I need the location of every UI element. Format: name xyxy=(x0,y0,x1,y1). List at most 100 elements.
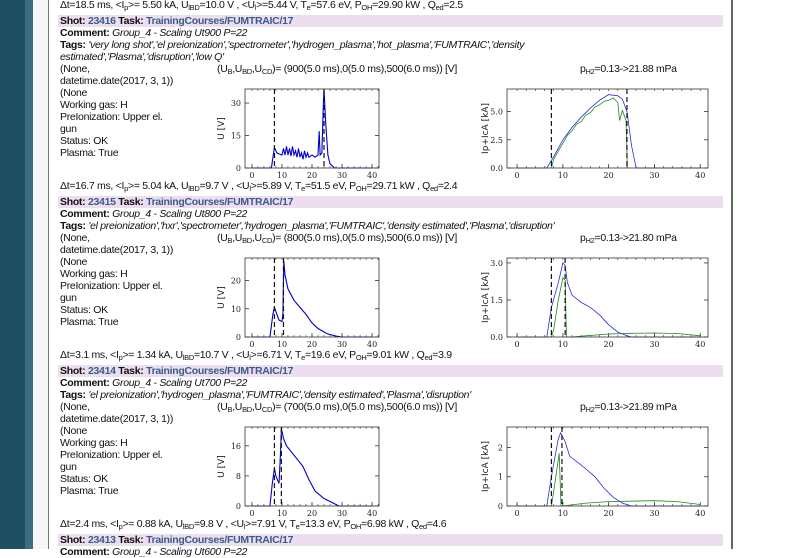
comment-label: Comment: xyxy=(60,377,110,389)
subscript: ed xyxy=(435,3,444,12)
series-line-u xyxy=(251,428,373,507)
text-segment: p xyxy=(580,63,586,75)
text-segment: ,U xyxy=(232,232,243,244)
y-axis-label: U [V] xyxy=(217,455,227,478)
text-segment: (U xyxy=(217,401,228,413)
x-tick-label: 30 xyxy=(337,340,347,349)
subscript: p xyxy=(124,3,128,12)
voltage-plot-svg: 0 10 20 30 40 0 10 20 U [V] xyxy=(217,257,380,349)
x-tick-label: 10 xyxy=(277,509,287,518)
task-label: Task: xyxy=(118,196,144,208)
x-tick-label: 0 xyxy=(249,340,254,349)
subscript: l xyxy=(254,3,257,12)
shot-block: Shot: 23416 Task: TrainingCourses/FUMTRA… xyxy=(58,15,723,192)
pressure-h2: pH2=0.13->21.88 mPa xyxy=(580,63,677,75)
status: Status: OK xyxy=(60,304,108,316)
subscript: B xyxy=(227,236,233,245)
text-segment: =57.6 eV, P xyxy=(310,0,362,11)
tags-label: Tags: xyxy=(60,39,86,51)
subscript: lBD xyxy=(182,522,194,531)
x-tick-label: 40 xyxy=(367,171,377,180)
shot-block: Shot: 23414 Task: TrainingCourses/FUMTRA… xyxy=(58,365,723,530)
y-axis-label: Ip+IcA [kA] xyxy=(481,272,491,323)
content-border-left xyxy=(48,0,49,549)
text-segment: )= (800(5.0 ms),0(5.0 ms),500(6.0 ms)) [… xyxy=(272,232,457,244)
pressure-h2: pH2=0.13->21.80 mPa xyxy=(580,232,677,244)
y-tick-label: 0 xyxy=(236,164,241,173)
y-tick-label: 1 xyxy=(498,473,503,482)
plot-frame xyxy=(244,257,380,338)
text-segment: (U xyxy=(217,232,228,244)
text-segment: )= (900(5.0 ms),0(5.0 ms),500(6.0 ms)) [… xyxy=(272,63,457,75)
comment-text: Group_4 - Scaling Ut600 P=22 xyxy=(112,546,248,558)
task-link[interactable]: TrainingCourses/FUMTRAIC/17 xyxy=(146,15,294,27)
text-segment: =6.98 kW , Q xyxy=(361,518,419,530)
subscript: CD xyxy=(261,236,273,245)
x-tick-label: 30 xyxy=(337,509,347,518)
text-segment: =29.71 kW , Q xyxy=(366,180,431,192)
shot-number-link[interactable]: 23416 xyxy=(87,15,116,27)
text-segment: Δt=3.1 ms, <I xyxy=(60,349,119,361)
x-tick-label: 40 xyxy=(367,509,377,518)
plot-frame xyxy=(244,426,380,507)
shot-summary: Δt=3.1 ms, <Ip>= 1.34 kA, UlBD=10.7 V , … xyxy=(58,349,723,361)
shot-label: Shot: xyxy=(60,365,86,377)
shot-details: (None, datetime.date(2017, 3, 1)) (None W… xyxy=(58,63,723,180)
comment-text: Group_4 - Scaling Ut800 P=22 xyxy=(112,208,248,220)
task-label: Task: xyxy=(118,15,144,27)
text-segment: >= 0.88 kA, U xyxy=(122,518,183,530)
shot-number-link[interactable]: 23413 xyxy=(87,534,116,546)
subscript: BD xyxy=(242,236,252,245)
y-tick-label: 10 xyxy=(231,305,241,314)
shot-info: (None, datetime.date(2017, 3, 1)) (None W… xyxy=(60,401,178,497)
subscript: OH xyxy=(350,522,361,531)
y-tick-label: 0 xyxy=(236,333,241,342)
shot-number-link[interactable]: 23414 xyxy=(87,365,116,377)
preionization: PreIonization: Upper el. gun xyxy=(60,280,163,304)
y-tick-label: 8 xyxy=(236,472,241,481)
x-tick-label: 20 xyxy=(604,171,614,180)
working-gas: Working gas: H xyxy=(60,437,128,449)
plasma-flag: Plasma: True xyxy=(60,147,119,159)
task-link[interactable]: TrainingCourses/FUMTRAIC/17 xyxy=(146,365,294,377)
subscript: p xyxy=(118,522,123,531)
preionization: PreIonization: Upper el. gun xyxy=(60,449,163,473)
subscript: CD xyxy=(261,405,273,414)
tags-text: 'very long shot','el preionization','spe… xyxy=(60,39,525,63)
content-border-right xyxy=(731,0,733,549)
comment-row: Comment: Group_4 - Scaling Ut600 P=22 xyxy=(58,546,723,558)
series-line-ipica xyxy=(517,94,701,169)
x-tick-label: 0 xyxy=(249,171,254,180)
text-segment: =0.13->21.88 mPa xyxy=(594,63,677,75)
text-segment: =3.9 xyxy=(432,349,452,361)
text-segment: (U xyxy=(217,63,228,75)
text-segment: =9.8 V , <U xyxy=(193,518,244,530)
voltage-plot: 0 10 20 30 40 0 15 30 U [V] xyxy=(217,88,380,180)
tags-label: Tags: xyxy=(60,389,86,401)
x-tick-label: 0 xyxy=(249,509,254,518)
y-tick-label: 1.5 xyxy=(490,296,503,305)
text-segment: ,U xyxy=(251,401,262,413)
shot-label: Shot: xyxy=(60,534,86,546)
subscript: lBD xyxy=(188,3,200,12)
x-tick-label: 10 xyxy=(558,340,568,349)
subscript: H2 xyxy=(585,67,595,76)
plasma-flag: Plasma: True xyxy=(60,485,119,497)
task-link[interactable]: TrainingCourses/FUMTRAIC/17 xyxy=(146,196,294,208)
working-gas: Working gas: H xyxy=(60,268,128,280)
working-gas: Working gas: H xyxy=(60,99,128,111)
x-tick-label: 40 xyxy=(695,340,705,349)
subscript: e xyxy=(295,522,300,531)
task-link[interactable]: TrainingCourses/FUMTRAIC/17 xyxy=(146,534,294,546)
shot-number-link[interactable]: 23415 xyxy=(87,196,116,208)
subscript: OH xyxy=(355,353,367,362)
y-tick-label: 3.0 xyxy=(490,259,503,268)
text-segment: Δt=18.5 ms, <I xyxy=(60,0,125,11)
current-plot-svg: 0 10 20 30 40 0.0 2.5 5.0Ip+IcA [kA] xyxy=(481,88,709,180)
subscript: e xyxy=(306,3,311,12)
text-segment: >= 1.34 kA, U xyxy=(122,349,183,361)
text-segment: Δt=2.4 ms, <I xyxy=(60,518,119,530)
x-tick-label: 20 xyxy=(307,340,317,349)
comment-text: Group_4 - Scaling Ut900 P=22 xyxy=(112,27,248,39)
comment-row: Comment: Group_4 - Scaling Ut900 P=22 xyxy=(58,27,723,39)
